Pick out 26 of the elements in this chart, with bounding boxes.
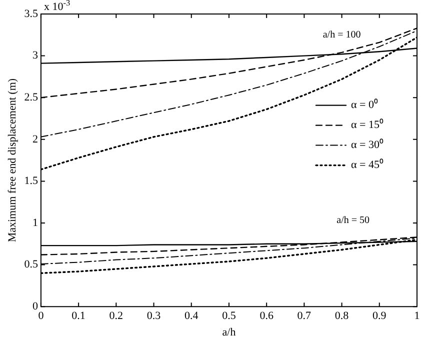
x-tick-label: 0.8 <box>334 310 350 322</box>
legend-label: α = 15⁰ <box>351 118 384 132</box>
y-tick-label: 3 <box>32 50 38 62</box>
x-tick-label: 0.7 <box>297 310 312 322</box>
x-tick-label: 0.6 <box>260 310 274 322</box>
x-tick-label: 0.5 <box>222 310 236 322</box>
x-tick-label: 0.4 <box>184 310 199 322</box>
x-tick-label: 0.3 <box>146 310 162 322</box>
y-tick-label: 1.5 <box>24 175 38 188</box>
y-tick-label: 0.5 <box>24 258 38 271</box>
y-tick-label: 0 <box>32 300 38 312</box>
legend-label: α = 30⁰ <box>351 138 384 152</box>
x-axis-title: a/h <box>222 326 236 338</box>
annotation: a/h = 100 <box>322 29 361 40</box>
annotation: a/h = 50 <box>336 215 370 226</box>
y-tick-label: 2 <box>32 133 38 146</box>
y-tick-label: 1 <box>32 216 38 229</box>
x-tick-label: 0.9 <box>372 310 387 322</box>
y-tick-label: 3.5 <box>24 8 38 20</box>
x-tick-label: 0.1 <box>72 310 86 322</box>
y-tick-label: 2.5 <box>24 91 38 104</box>
y-axis-title: Maximum free end displacement (m) <box>6 78 18 242</box>
x-tick-label: 1 <box>414 310 420 322</box>
legend-label: α = 45⁰ <box>351 158 384 172</box>
legend-label: α = 0⁰ <box>351 98 378 112</box>
x-tick-label: 0.2 <box>109 310 124 322</box>
